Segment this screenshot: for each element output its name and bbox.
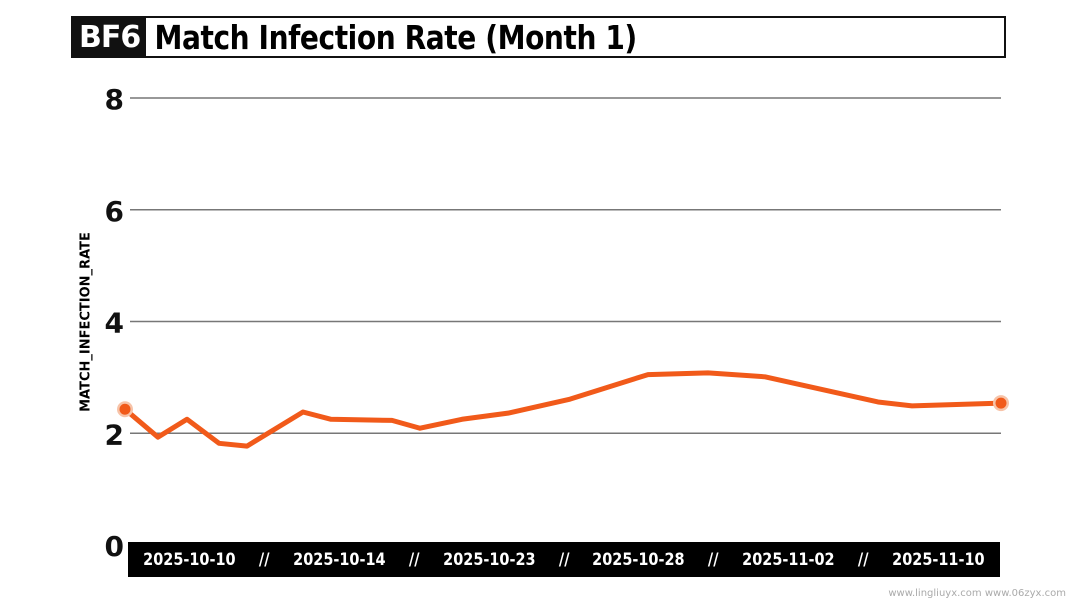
y-tick-label: 0 <box>105 530 124 563</box>
chart-title: Match Infection Rate (Month 1) <box>154 17 638 57</box>
x-separator: // <box>408 549 420 570</box>
endpoint-marker <box>119 403 131 415</box>
y-tick-label: 2 <box>105 418 124 451</box>
x-tick-label: 2025-11-10 <box>892 549 985 570</box>
y-tick-label: 8 <box>105 83 124 116</box>
x-tick-label: 2025-10-28 <box>592 549 686 570</box>
y-tick-label: 6 <box>105 195 124 228</box>
brand-logo: BF6 <box>73 18 147 56</box>
endpoint-marker <box>995 397 1007 409</box>
x-separator: // <box>259 549 270 570</box>
x-tick-label: 2025-10-14 <box>293 549 386 570</box>
x-axis-bar: 2025-10-10 // 2025-10-14 // 2025-10-23 // 2025… <box>128 542 1000 577</box>
x-tick-label: 2025-11-02 <box>742 549 835 570</box>
y-tick-label: 4 <box>105 307 124 340</box>
data-line <box>122 370 1004 449</box>
x-tick-label: 2025-10-10 <box>143 549 236 570</box>
title-bar: BF6 Match Infection Rate (Month 1) <box>71 16 1006 58</box>
x-tick-label: 2025-10-23 <box>442 549 536 570</box>
x-separator: // <box>558 549 570 570</box>
x-separator: // <box>708 549 719 570</box>
watermark: www.lingliuyx.com www.06zyx.com <box>888 588 1066 599</box>
x-separator: // <box>858 549 869 570</box>
